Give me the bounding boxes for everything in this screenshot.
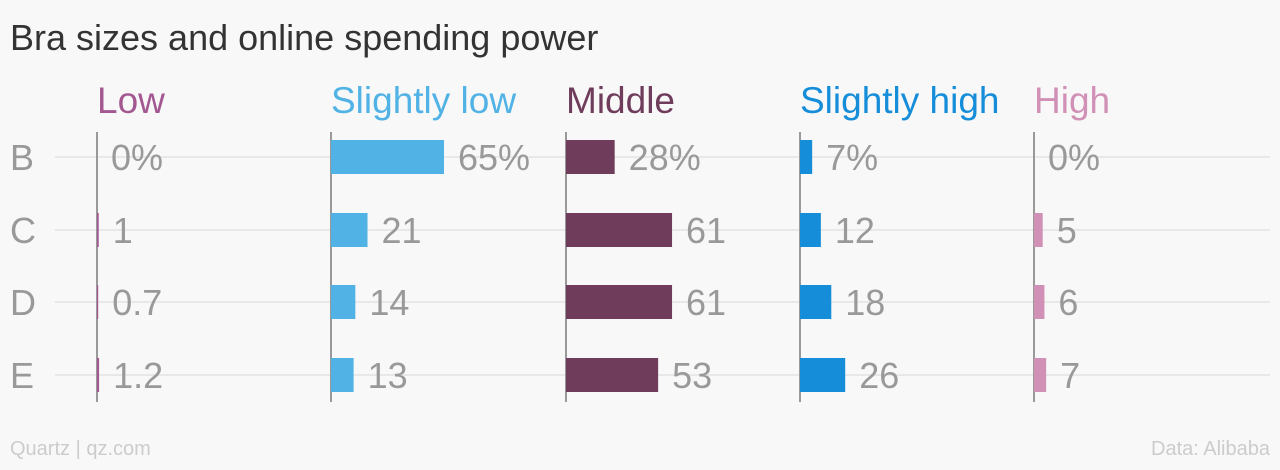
gridlines	[55, 156, 1270, 376]
bar-high-d	[1034, 285, 1045, 319]
panel-slightly-high: Slightly high 7% 12 18 26	[799, 80, 1000, 402]
data-label-slightly-high-c: 12	[835, 210, 875, 251]
data-label-middle-d: 61	[686, 282, 726, 323]
data-label-slightly-low-d: 14	[369, 282, 409, 323]
bar-middle-b	[566, 140, 615, 174]
category-label-c: C	[10, 210, 36, 251]
data-label-high-c: 5	[1057, 210, 1077, 251]
data-label-slightly-high-d: 18	[845, 282, 885, 323]
data-label-low-d: 0.7	[112, 282, 162, 323]
bar-slightly-high-d	[800, 285, 832, 319]
panel-low: Low 0% 1 0.7 1.2	[96, 80, 165, 402]
data-label-slightly-high-e: 26	[859, 355, 899, 396]
data-label-low-c: 1	[113, 210, 133, 251]
series-header-slightly-high: Slightly high	[800, 80, 1000, 121]
data-label-high-b: 0%	[1048, 137, 1100, 178]
data-label-high-d: 6	[1058, 282, 1078, 323]
source-text: Data: Alibaba	[1151, 438, 1271, 460]
series-header-slightly-low: Slightly low	[331, 80, 516, 121]
data-label-low-e: 1.2	[113, 355, 163, 396]
series-header-middle: Middle	[566, 80, 675, 121]
data-label-slightly-low-e: 13	[368, 355, 408, 396]
data-label-middle-c: 61	[686, 210, 726, 251]
chart-title: Bra sizes and online spending power	[10, 17, 598, 58]
bar-middle-d	[566, 285, 673, 319]
bar-slightly-high-b	[800, 140, 813, 174]
series-header-low: Low	[97, 80, 165, 121]
category-label-b: B	[10, 137, 34, 178]
panels: Low 0% 1 0.7 1.2 Slightly low 65% 21 14 13 Middle 2…	[96, 80, 1110, 402]
data-label-high-e: 7	[1060, 355, 1080, 396]
bar-slightly-high-c	[800, 213, 821, 247]
bar-low-d	[97, 285, 99, 319]
bar-slightly-low-d	[331, 285, 356, 319]
data-label-low-b: 0%	[111, 137, 163, 178]
data-label-slightly-low-c: 21	[382, 210, 422, 251]
bar-slightly-low-b	[331, 140, 444, 174]
bar-low-c	[97, 213, 99, 247]
bar-high-e	[1034, 358, 1047, 392]
bar-middle-c	[566, 213, 673, 247]
data-label-slightly-high-b: 7%	[826, 137, 878, 178]
data-label-slightly-low-b: 65%	[458, 137, 530, 178]
data-label-middle-e: 53	[672, 355, 712, 396]
bar-slightly-high-e	[800, 358, 846, 392]
series-header-high: High	[1034, 80, 1110, 121]
bar-slightly-low-c	[331, 213, 368, 247]
category-label-e: E	[10, 355, 34, 396]
bar-low-e	[97, 358, 100, 392]
data-label-middle-b: 28%	[629, 137, 701, 178]
bar-middle-e	[566, 358, 659, 392]
bar-high-c	[1034, 213, 1043, 247]
category-label-d: D	[10, 282, 36, 323]
credit-text: Quartz | qz.com	[10, 438, 151, 460]
panel-high: High 0% 5 6 7	[1033, 80, 1110, 402]
panel-middle: Middle 28% 61 61 53	[565, 80, 726, 402]
panel-slightly-low: Slightly low 65% 21 14 13	[330, 80, 530, 402]
bar-slightly-low-e	[331, 358, 354, 392]
